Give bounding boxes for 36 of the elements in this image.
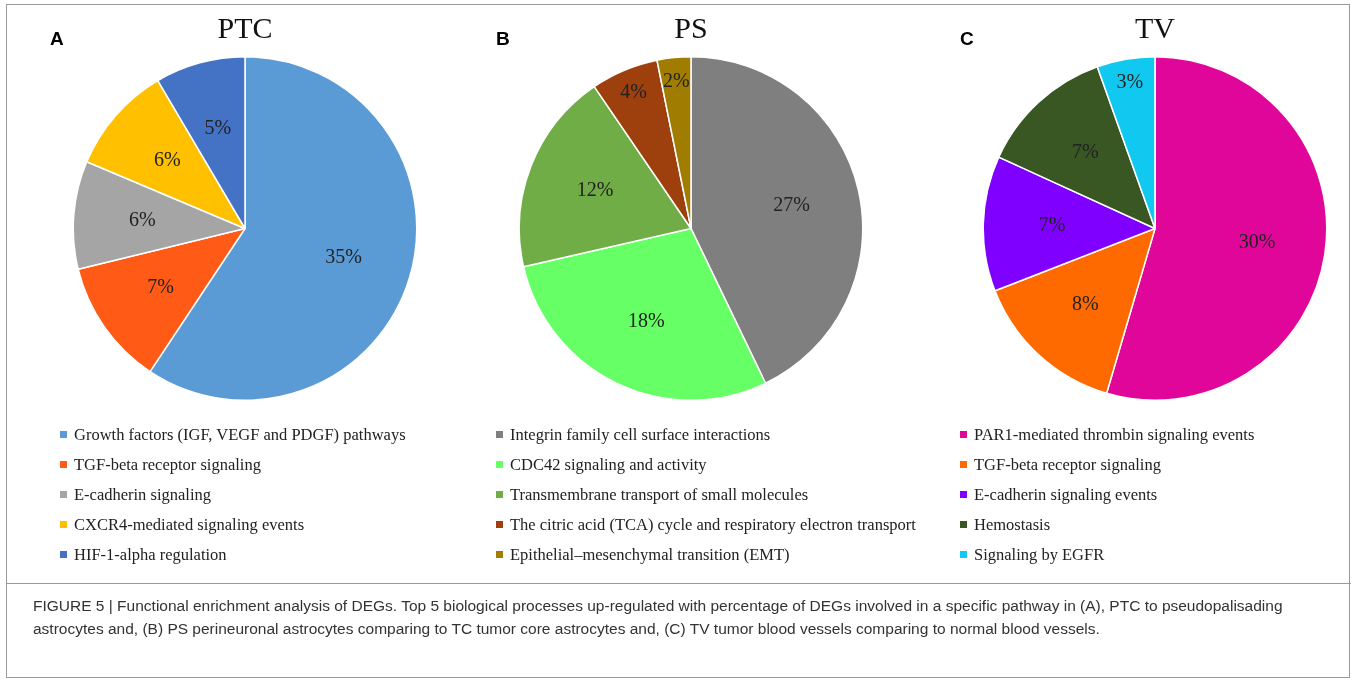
legend-label: Signaling by EGFR xyxy=(973,544,1106,566)
legend-label: E-cadherin signaling xyxy=(73,484,212,506)
text: C xyxy=(960,28,974,50)
legend-label: TGF-beta receptor signaling xyxy=(73,454,262,476)
data-label: 18% xyxy=(627,308,665,331)
legend-label: CXCR4-mediated signaling events xyxy=(73,514,306,536)
data-label: 6% xyxy=(154,147,181,170)
data-label: 7% xyxy=(147,274,175,297)
text: B xyxy=(496,28,510,50)
legend-label: HIF-1-alpha regulation xyxy=(73,544,228,566)
legend-label: Epithelial–mesenchymal transition (EMT) xyxy=(509,544,791,566)
chart-title: PS xyxy=(674,10,708,44)
data-label: 30% xyxy=(1238,230,1276,253)
caption: FIGURE 5 | Functional enrichment analysis of DEGs. Top 5 biological processes up-regulated with percentage of DEGs involved in a specific pathway in (A), PTC to pseudopalisading astrocytes and, (B) PS perineuronal astrocytes comparing to TC tumor core astrocytes and, (C) TV tumor blood vessels comparing to normal blood vessels. xyxy=(7,583,1351,640)
data-label: 6% xyxy=(128,207,156,230)
legend-label: Hemostasis xyxy=(973,514,1052,536)
text: A xyxy=(50,28,64,50)
data-label: 7% xyxy=(1038,212,1066,235)
legend-label: TGF-beta receptor signaling xyxy=(973,454,1162,476)
data-label: 3% xyxy=(1116,70,1144,93)
data-label: 8% xyxy=(1071,291,1099,314)
legend-label: Transmembrane transport of small molecules xyxy=(509,484,810,506)
data-label: 35% xyxy=(325,245,362,268)
data-label: 4% xyxy=(620,79,647,102)
data-label: 27% xyxy=(773,192,810,215)
legend-label: Integrin family cell surface interactions xyxy=(509,424,772,446)
data-label: 5% xyxy=(204,116,232,139)
data-label: 12% xyxy=(576,178,614,201)
chart-title: TV xyxy=(1135,10,1176,44)
legend-label: The citric acid (TCA) cycle and respiratory electron transport xyxy=(509,514,916,536)
legend-label: E-cadherin signaling events xyxy=(973,484,1159,506)
legend-label: PAR1-mediated thrombin signaling events xyxy=(973,424,1255,446)
data-label: 2% xyxy=(662,68,690,91)
chart-title: PTC xyxy=(217,10,273,44)
legend-label: Growth factors (IGF, VEGF and PDGF) pathways xyxy=(73,424,406,446)
legend-label: CDC42 signaling and activity xyxy=(509,454,708,476)
